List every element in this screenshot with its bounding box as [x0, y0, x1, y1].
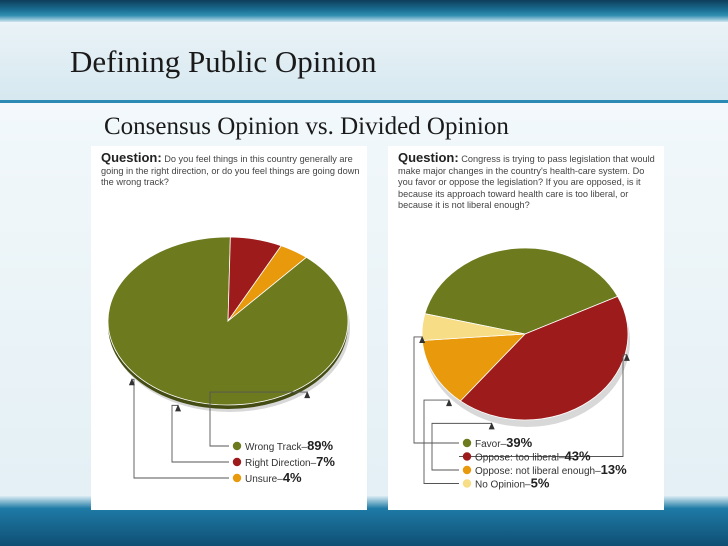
legend-dot-favor [462, 438, 472, 448]
legend-dot-oppose-not-liberal-enough [462, 465, 472, 475]
chart-panel-wrong-track: Question: Do you feel things in this cou… [91, 146, 367, 510]
legend-label-unsure: Unsure–4% [245, 470, 302, 485]
leader-arrow [419, 335, 426, 343]
pie-chart-wrong-track: Wrong Track–89%Right Direction–7%Unsure–… [107, 236, 350, 485]
question-label: Question: [101, 150, 162, 165]
leader-line [423, 399, 459, 484]
legend-dot-no-opinion [462, 479, 472, 488]
pie-slice-favor [424, 247, 619, 335]
legend-value: 43% [565, 449, 591, 464]
legend-label-wrong-track: Wrong Track–89% [245, 438, 334, 453]
leader-arrow [128, 378, 135, 386]
question-label: Question: [398, 150, 459, 165]
legend-dot-right-direction [232, 457, 242, 467]
leader-line [131, 378, 229, 479]
slide-title: Defining Public Opinion [70, 44, 377, 79]
chart-panel-health-care: Question: Congress is trying to pass leg… [388, 146, 664, 510]
legend-value: 13% [601, 462, 627, 477]
leader-arrow [623, 353, 630, 361]
leader-arrow [446, 399, 453, 407]
legend-dot-unsure [232, 473, 242, 483]
question-block: Question: Do you feel things in this cou… [101, 150, 361, 189]
legend-label-favor: Favor–39% [475, 435, 533, 450]
leader-arrow [488, 422, 495, 430]
legend-label-no-opinion: No Opinion–5% [475, 476, 550, 491]
title-band [0, 22, 728, 100]
pie-chart-health-care: Favor–39%Oppose: too liberal–43%Oppose: … [413, 247, 630, 491]
legend-value: 39% [506, 435, 532, 450]
leader-line [431, 422, 492, 471]
leader-arrow [175, 404, 182, 412]
legend-value: 5% [531, 476, 550, 491]
leader-line [171, 404, 229, 463]
question-block: Question: Congress is trying to pass leg… [398, 150, 658, 212]
pie-slice-unsure [227, 245, 307, 322]
legend-label-right-direction: Right Direction–7% [245, 454, 335, 469]
question-text: Congress is trying to pass legislation t… [398, 154, 655, 211]
legend-value: 89% [307, 438, 333, 453]
legend-dot-oppose-too-liberal [462, 452, 472, 461]
leader-line [413, 336, 459, 444]
legend-label-oppose-too-liberal: Oppose: too liberal–43% [475, 449, 591, 464]
leader-line [459, 354, 627, 457]
leader-line [209, 391, 308, 447]
legend-label-oppose-not-liberal-enough: Oppose: not liberal enough–13% [475, 462, 627, 477]
question-text: Do you feel things in this country gener… [101, 154, 360, 188]
legend-value: 4% [283, 470, 302, 485]
slide-subtitle: Consensus Opinion vs. Divided Opinion [104, 113, 509, 140]
legend-value: 7% [316, 454, 335, 469]
legend-dot-wrong-track [232, 441, 242, 451]
pie-slice-oppose-too-liberal [459, 295, 629, 421]
leader-arrow [304, 391, 311, 399]
accent-line [0, 100, 728, 103]
top-band [0, 0, 728, 22]
